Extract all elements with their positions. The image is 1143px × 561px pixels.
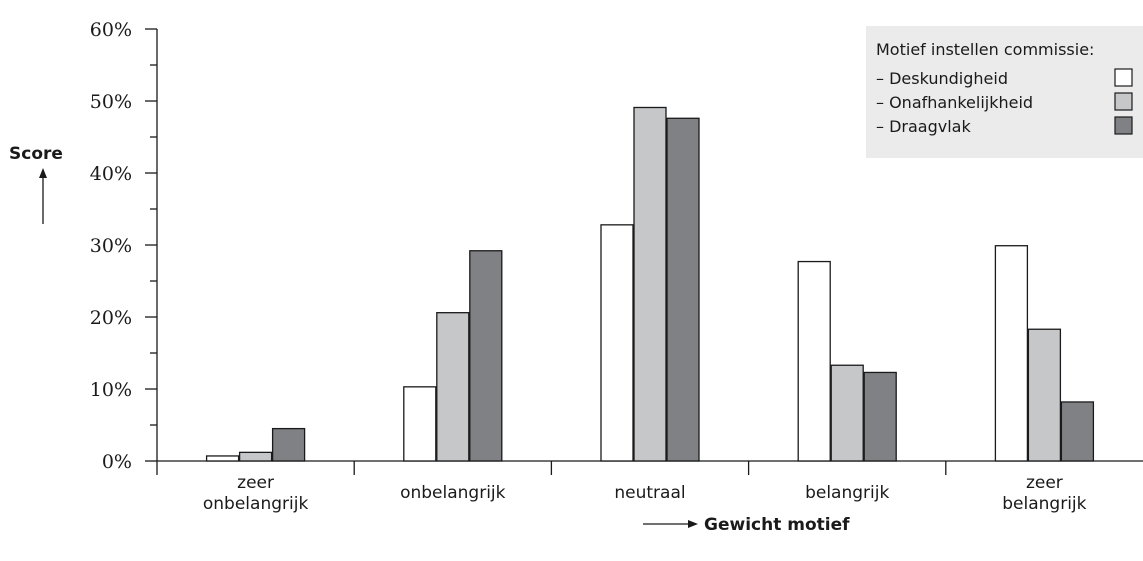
bar-draagvlak: [1061, 402, 1093, 461]
y-tick-label: 60%: [90, 19, 132, 41]
x-category-label: belangrijk: [805, 483, 889, 503]
legend-swatch: [1115, 117, 1132, 134]
y-axis-title: Score: [9, 144, 63, 164]
legend-item-label: – Draagvlak: [876, 117, 971, 136]
legend-swatch: [1115, 93, 1132, 110]
bar-deskundigheid: [404, 387, 436, 461]
bar-onafhankelijkheid: [831, 365, 863, 461]
legend-swatch: [1115, 69, 1132, 86]
bar-onafhankelijkheid: [437, 313, 469, 461]
bar-draagvlak: [864, 372, 896, 461]
bar-draagvlak: [470, 251, 502, 461]
y-tick-label: 10%: [90, 379, 132, 401]
x-axis-title: Gewicht motief: [704, 515, 850, 535]
legend-item-label: – Deskundigheid: [876, 69, 1008, 88]
x-category-label: onbelangrijk: [400, 483, 506, 503]
y-tick-label: 40%: [90, 163, 132, 185]
y-axis: 0% 10% 20% 30% 40% 50% 60%: [90, 19, 157, 473]
x-category-label: neutraal: [614, 483, 685, 503]
x-category-label: zeer belangrijk: [1002, 473, 1086, 514]
y-tick-label: 30%: [90, 235, 132, 257]
bar-onafhankelijkheid: [634, 107, 666, 461]
y-tick-label: 0%: [102, 451, 132, 473]
bar-onafhankelijkheid: [240, 452, 272, 461]
x-category-label: zeer onbelangrijk: [203, 473, 309, 514]
bar-draagvlak: [273, 429, 305, 461]
y-tick-label: 50%: [90, 91, 132, 113]
bar-deskundigheid: [207, 456, 239, 461]
bar-onafhankelijkheid: [1028, 329, 1060, 461]
bar-deskundigheid: [798, 262, 830, 461]
legend: Motief instellen commissie: – Deskundigh…: [866, 26, 1143, 158]
bars: [207, 107, 1094, 461]
legend-title: Motief instellen commissie:: [876, 40, 1094, 59]
y-tick-label: 20%: [90, 307, 132, 329]
bar-draagvlak: [667, 118, 699, 461]
x-axis-arrow-icon: [643, 520, 698, 528]
bar-deskundigheid: [601, 225, 633, 461]
x-axis: zeer onbelangrijk onbelangrijk neutraal bela…: [157, 461, 1143, 514]
y-axis-arrow-icon: [39, 168, 47, 224]
legend-item-label: – Onafhankelijkheid: [876, 93, 1033, 112]
bar-deskundigheid: [995, 246, 1027, 461]
